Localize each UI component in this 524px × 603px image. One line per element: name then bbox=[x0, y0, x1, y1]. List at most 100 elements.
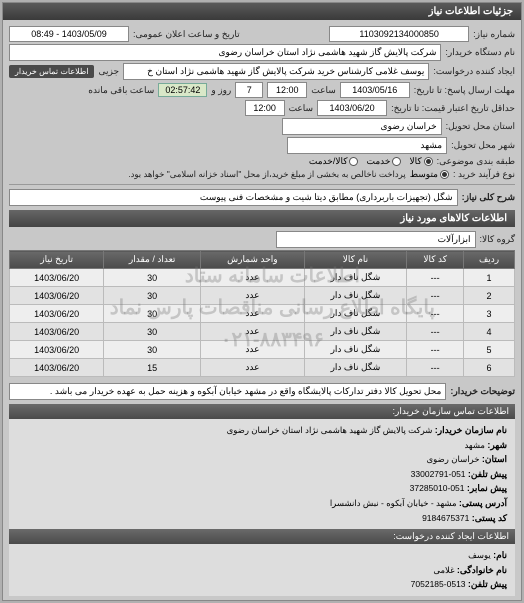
table-cell: 1403/06/20 bbox=[10, 341, 104, 359]
announce-value: 1403/05/09 - 08:49 bbox=[9, 26, 129, 42]
table-cell: --- bbox=[407, 323, 464, 341]
deadline-time: 12:00 bbox=[267, 82, 307, 98]
pkg-opt-2[interactable]: کالا/خدمت bbox=[309, 156, 359, 167]
table-header-row: ردیف کد کالا نام کالا واحد شمارش تعداد /… bbox=[10, 251, 515, 269]
table-cell: عدد bbox=[201, 305, 305, 323]
table-cell: شگل ناف دار bbox=[304, 323, 406, 341]
pkg-opt-1[interactable]: خدمت bbox=[366, 156, 401, 167]
need-no-value: 1103092134000850 bbox=[329, 26, 469, 42]
table-cell: --- bbox=[407, 359, 464, 377]
deadline-left-lbl: روز و bbox=[211, 85, 231, 96]
table-cell: شگل ناف دار bbox=[304, 305, 406, 323]
main-panel: جزئیات اطلاعات نیاز شماره نیاز: 11030921… bbox=[2, 2, 522, 601]
requester-value: یوسف غلامی کارشناس خرید شرکت پالایش گاز … bbox=[123, 63, 429, 80]
deadline-date: 1403/05/16 bbox=[340, 82, 410, 98]
subject-label: شرح کلی نیاز: bbox=[462, 192, 515, 203]
table-cell: شگل ناف دار bbox=[304, 287, 406, 305]
goods-header: اطلاعات کالاهای مورد نیاز bbox=[9, 210, 515, 227]
table-cell: عدد bbox=[201, 323, 305, 341]
table-cell: 1403/06/20 bbox=[10, 269, 104, 287]
table-cell: عدد bbox=[201, 269, 305, 287]
group-value: ابزارآلات bbox=[276, 231, 476, 248]
table-cell: شگل ناف دار bbox=[304, 269, 406, 287]
requester-extra: جزیی bbox=[98, 66, 119, 77]
validity-time-lbl: ساعت bbox=[289, 103, 314, 114]
table-cell: 2 bbox=[464, 287, 515, 305]
table-cell: 6 bbox=[464, 359, 515, 377]
table-cell: 1 bbox=[464, 269, 515, 287]
table-cell: شگل ناف دار bbox=[304, 341, 406, 359]
table-cell: 5 bbox=[464, 341, 515, 359]
contact-info: نام سازمان خریدار: شرکت پالایش گاز شهید … bbox=[9, 419, 515, 529]
table-cell: 1403/06/20 bbox=[10, 287, 104, 305]
need-no-label: شماره نیاز: bbox=[473, 29, 515, 40]
col-qty: تعداد / مقدار bbox=[104, 251, 201, 269]
col-unit: واحد شمارش bbox=[201, 251, 305, 269]
province-label: استان محل تحویل: bbox=[446, 121, 515, 132]
table-cell: 30 bbox=[104, 287, 201, 305]
contact-buyer-button[interactable]: اطلاعات تماس خریدار bbox=[9, 65, 94, 78]
buyer-org-label: نام دستگاه خریدار: bbox=[445, 47, 515, 58]
province-value: خراسان رضوی bbox=[282, 118, 442, 135]
process-label: نوع فرآیند خرید : bbox=[453, 169, 515, 180]
table-cell: 30 bbox=[104, 341, 201, 359]
table-cell: 1403/06/20 bbox=[10, 305, 104, 323]
requester-label: ایجاد کننده درخواست: bbox=[433, 66, 515, 77]
subject-value: شگل (تجهیزات باربرداری) مطابق دیتا شیت و… bbox=[9, 189, 458, 206]
table-cell: 4 bbox=[464, 323, 515, 341]
table-cell: 1403/06/20 bbox=[10, 323, 104, 341]
table-row: 1---شگل ناف دارعدد301403/06/20 bbox=[10, 269, 515, 287]
radio-icon bbox=[392, 157, 401, 166]
process-opt-0[interactable]: متوسط bbox=[410, 169, 449, 180]
table-row: 4---شگل ناف دارعدد301403/06/20 bbox=[10, 323, 515, 341]
table-cell: --- bbox=[407, 269, 464, 287]
table-cell: عدد bbox=[201, 359, 305, 377]
radio-icon bbox=[424, 157, 433, 166]
table-cell: --- bbox=[407, 287, 464, 305]
table-cell: 30 bbox=[104, 269, 201, 287]
radio-icon bbox=[349, 157, 358, 166]
col-date: تاریخ نیاز bbox=[10, 251, 104, 269]
table-cell: 30 bbox=[104, 323, 201, 341]
table-cell: عدد bbox=[201, 341, 305, 359]
table-row: 5---شگل ناف دارعدد301403/06/20 bbox=[10, 341, 515, 359]
pkg-opt-0[interactable]: کالا bbox=[409, 156, 432, 167]
city-label: شهر محل تحویل: bbox=[451, 140, 515, 151]
table-cell: شگل ناف دار bbox=[304, 359, 406, 377]
contact-header: اطلاعات تماس سازمان خریدار: bbox=[9, 404, 515, 419]
validity-label: حداقل تاریخ اعتبار قیمت: تا تاریخ: bbox=[391, 103, 515, 114]
validity-time: 12:00 bbox=[245, 100, 285, 116]
col-row: ردیف bbox=[464, 251, 515, 269]
process-note: پرداخت ناخالص به بخشی از مبلغ خرید،از مح… bbox=[128, 169, 406, 180]
table-cell: 3 bbox=[464, 305, 515, 323]
table-cell: 15 bbox=[104, 359, 201, 377]
deadline-label: مهلت ارسال پاسخ: تا تاریخ: bbox=[414, 85, 515, 96]
table-row: 6---شگل ناف دارعدد151403/06/20 bbox=[10, 359, 515, 377]
goods-table: ردیف کد کالا نام کالا واحد شمارش تعداد /… bbox=[9, 250, 515, 377]
pkg-radio-group: کالا خدمت کالا/خدمت bbox=[309, 156, 433, 167]
deadline-days: 7 bbox=[235, 82, 263, 98]
col-name: نام کالا bbox=[304, 251, 406, 269]
table-cell: --- bbox=[407, 341, 464, 359]
city-value: مشهد bbox=[287, 137, 447, 154]
group-label: گروه کالا: bbox=[480, 234, 515, 245]
table-cell: 1403/06/20 bbox=[10, 359, 104, 377]
table-wrap: اطلاعات سامانه ستاد پایگاه اطلاع رسانی م… bbox=[9, 250, 515, 377]
table-cell: عدد bbox=[201, 287, 305, 305]
form-area: شماره نیاز: 1103092134000850 تاریخ و ساع… bbox=[3, 20, 521, 600]
pkg-label: طبقه بندی موضوعی: bbox=[437, 156, 515, 167]
panel-title: جزئیات اطلاعات نیاز bbox=[3, 3, 521, 20]
buyer-note-label: توضیحات خریدار: bbox=[450, 386, 515, 397]
countdown-timer: 02:57:42 bbox=[158, 83, 207, 97]
radio-icon bbox=[440, 170, 449, 179]
col-code: کد کالا bbox=[407, 251, 464, 269]
creator-header: اطلاعات ایجاد کننده درخواست: bbox=[9, 529, 515, 544]
remain-lbl: ساعت باقی مانده bbox=[88, 85, 154, 96]
deadline-time-lbl: ساعت bbox=[311, 85, 336, 96]
table-row: 2---شگل ناف دارعدد301403/06/20 bbox=[10, 287, 515, 305]
buyer-note-value: محل تحویل کالا دفتر تدارکات پالایشگاه وا… bbox=[9, 383, 446, 400]
validity-date: 1403/06/20 bbox=[317, 100, 387, 116]
table-cell: 30 bbox=[104, 305, 201, 323]
announce-label: تاریخ و ساعت اعلان عمومی: bbox=[133, 29, 240, 40]
buyer-org-value: شرکت پالایش گاز شهید هاشمی نژاد استان خر… bbox=[9, 44, 441, 61]
